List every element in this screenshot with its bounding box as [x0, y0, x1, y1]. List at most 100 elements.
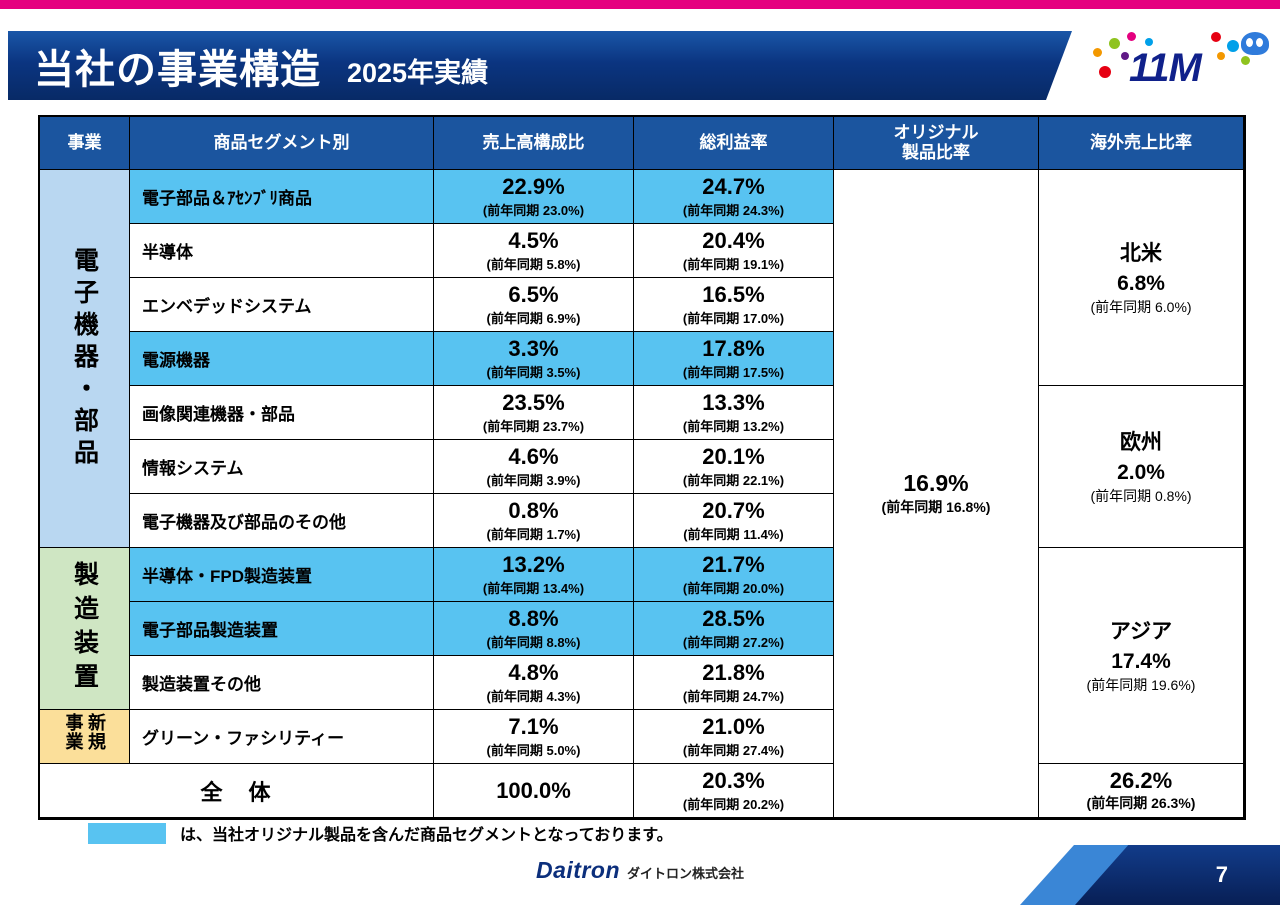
sales-ratio-cell: 8.8% (前年同期 8.8%) [434, 602, 634, 656]
sales-prev: (前年同期 8.8%) [486, 634, 581, 650]
header-business: 事業 [40, 117, 130, 170]
segment-label: 電子部品製造装置 [142, 621, 278, 640]
segment-cell: 製造装置その他 [130, 656, 434, 710]
sales-prev: (前年同期 23.0%) [482, 202, 585, 218]
total-margin-cell: 20.3% (前年同期 20.2%) [634, 764, 834, 818]
legend-highlight-swatch [88, 822, 166, 844]
segment-cell: エンベデッドシステム [130, 278, 434, 332]
original-ratio-value: 16.9% [903, 470, 969, 497]
region-value: 6.8% [1117, 271, 1165, 295]
margin-value: 17.8% [702, 336, 765, 362]
confetti-dot-icon [1093, 48, 1102, 57]
company-brand: Daitron [535, 857, 620, 883]
margin-value: 21.7% [702, 552, 765, 578]
segment-label: グリーン・ファシリティー [142, 729, 345, 748]
margin-value: 20.7% [702, 498, 765, 524]
margin-value: 16.5% [702, 282, 765, 308]
sales-value: 22.9% [502, 174, 565, 200]
header-original-line2: 製品比率 [902, 143, 970, 162]
confetti-dot-icon [1145, 38, 1153, 46]
margin-value: 20.4% [702, 228, 765, 254]
segment-cell: 電源機器 [130, 332, 434, 386]
sales-ratio-cell: 13.2% (前年同期 13.4%) [434, 548, 634, 602]
group-electronics: 電子機器・部品 [40, 170, 130, 548]
header-overseas-ratio: 海外売上比率 [1039, 117, 1244, 170]
total-sales-cell: 100.0% [434, 764, 634, 818]
margin-prev: (前年同期 17.5%) [682, 364, 785, 380]
margin-cell: 21.0% (前年同期 27.4%) [634, 710, 834, 764]
group-electronics-label: 電子機器・部品 [70, 246, 99, 471]
confetti-dot-icon [1127, 32, 1136, 41]
anniversary-logo: 11M [1093, 30, 1269, 100]
confetti-dot-icon [1109, 38, 1120, 49]
margin-prev: (前年同期 11.4%) [683, 526, 784, 542]
segment-cell: グリーン・ファシリティー [130, 710, 434, 764]
confetti-dot-icon [1099, 66, 1111, 78]
margin-prev: (前年同期 24.3%) [682, 202, 785, 218]
sales-prev: (前年同期 6.9%) [486, 310, 581, 326]
region-label: アジア [1109, 620, 1173, 644]
margin-cell: 20.1% (前年同期 22.1%) [634, 440, 834, 494]
group-manufacturing-label: 製造装置 [70, 560, 99, 697]
sales-ratio-cell: 6.5% (前年同期 6.9%) [434, 278, 634, 332]
confetti-dot-icon [1121, 52, 1129, 60]
segment-label: 電源機器 [142, 351, 210, 370]
margin-cell: 24.7% (前年同期 24.3%) [634, 170, 834, 224]
segment-label: エンベデッドシステム [142, 297, 312, 316]
sales-value: 3.3% [508, 336, 559, 362]
total-label-cell: 全 体 [40, 764, 434, 818]
sales-value: 7.1% [508, 714, 559, 740]
sales-value: 6.5% [508, 282, 559, 308]
header-segment: 商品セグメント別 [130, 117, 434, 170]
margin-prev: (前年同期 27.2%) [682, 634, 785, 650]
legend-text: は、当社オリジナル製品を含んだ商品セグメントとなっております。 [180, 827, 673, 844]
sales-prev: (前年同期 23.7%) [482, 418, 585, 434]
margin-value: 28.5% [702, 606, 765, 632]
mascot-icon [1241, 32, 1269, 55]
segment-cell: 半導体・FPD製造装置 [130, 548, 434, 602]
region-value: 17.4% [1111, 649, 1171, 673]
sales-value: 23.5% [502, 390, 565, 416]
total-overseas-prev: (前年同期 26.3%) [1086, 795, 1196, 812]
sales-value: 13.2% [502, 552, 565, 578]
page-subtitle: 2025年実績 [347, 58, 489, 88]
segment-label: 製造装置その他 [142, 675, 261, 694]
sales-value: 4.6% [508, 444, 559, 470]
sales-ratio-cell: 3.3% (前年同期 3.5%) [434, 332, 634, 386]
header-sales-label: 売上高構成比 [482, 132, 585, 152]
legend: は、当社オリジナル製品を含んだ商品セグメントとなっております。 [88, 821, 673, 845]
total-overseas-cell: 26.2% (前年同期 26.3%) [1039, 764, 1244, 818]
header-original-ratio: オリジナル 製品比率 [834, 117, 1039, 170]
header-margin-label: 総利益率 [699, 132, 768, 152]
sales-ratio-cell: 23.5% (前年同期 23.7%) [434, 386, 634, 440]
margin-cell: 20.7% (前年同期 11.4%) [634, 494, 834, 548]
margin-prev: (前年同期 22.1%) [682, 472, 785, 488]
sales-value: 4.8% [508, 660, 559, 686]
margin-value: 21.8% [702, 660, 765, 686]
business-structure-table: 事業 商品セグメント別 売上高構成比 総利益率 オリジナル 製品比率 海外売上比… [38, 115, 1246, 820]
margin-cell: 21.8% (前年同期 24.7%) [634, 656, 834, 710]
page-number: 7 [1215, 862, 1228, 887]
segment-cell: 情報システム [130, 440, 434, 494]
margin-cell: 17.8% (前年同期 17.5%) [634, 332, 834, 386]
logo-text: 11M [1129, 46, 1202, 90]
group-manufacturing-equipment: 製造装置 [40, 548, 130, 710]
confetti-dot-icon [1241, 56, 1250, 65]
segment-cell: 電子部品製造装置 [130, 602, 434, 656]
margin-prev: (前年同期 17.0%) [682, 310, 785, 326]
region-value: 2.0% [1117, 460, 1165, 484]
sales-prev: (前年同期 3.9%) [486, 472, 581, 488]
sales-prev: (前年同期 1.7%) [486, 526, 581, 542]
region-label: 北米 [1120, 242, 1162, 266]
overseas-north-america-cell: 北米 6.8% (前年同期 6.0%) [1039, 170, 1244, 386]
region-prev: (前年同期 19.6%) [1086, 676, 1196, 693]
sales-ratio-cell: 0.8% (前年同期 1.7%) [434, 494, 634, 548]
margin-cell: 21.7% (前年同期 20.0%) [634, 548, 834, 602]
margin-value: 21.0% [702, 714, 765, 740]
sales-prev: (前年同期 4.3%) [486, 688, 581, 704]
sales-value: 0.8% [508, 498, 559, 524]
total-sales-value: 100.0% [496, 777, 571, 803]
margin-value: 24.7% [702, 174, 765, 200]
segment-label: 画像関連機器・部品 [142, 405, 295, 424]
segment-label: 電子機器及び部品のその他 [142, 513, 346, 532]
